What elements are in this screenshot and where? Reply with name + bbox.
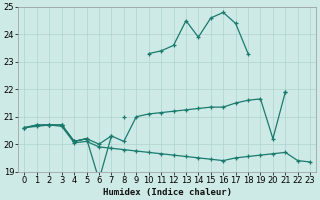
X-axis label: Humidex (Indice chaleur): Humidex (Indice chaleur): [103, 188, 232, 197]
